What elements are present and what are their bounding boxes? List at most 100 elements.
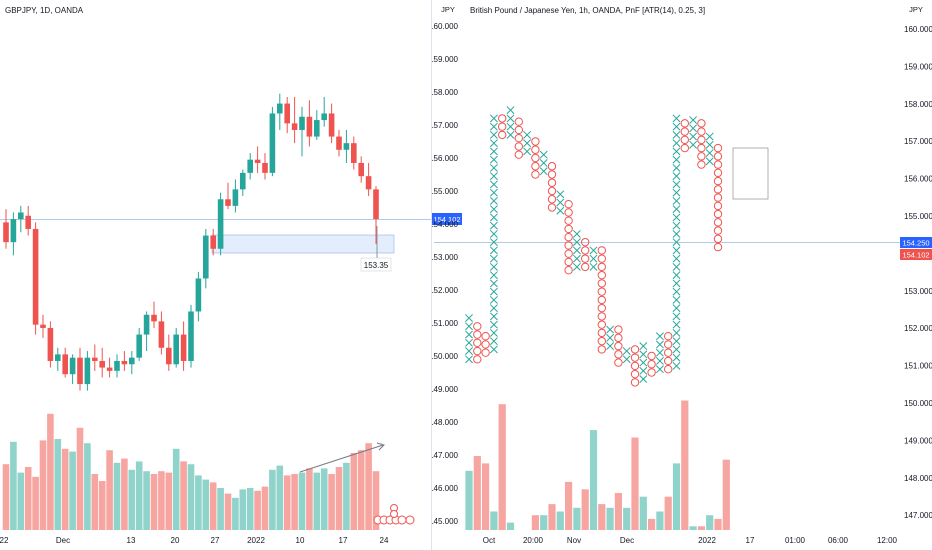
- candle-body: [314, 120, 320, 137]
- pnf-x-box: [589, 262, 598, 271]
- pnf-right-axis-label: 152.000: [904, 324, 932, 333]
- candle-body: [92, 357, 98, 361]
- volume-bar: [372, 471, 380, 530]
- candle-body: [69, 357, 76, 375]
- volume-bar: [269, 469, 276, 530]
- pnf-x-box: [489, 254, 498, 263]
- pnf-o-box: [697, 143, 706, 153]
- candle-body: [254, 159, 261, 163]
- pnf-x-box: [489, 271, 498, 280]
- pnf-x-box: [489, 188, 498, 197]
- pnf-o-box: [713, 152, 723, 161]
- pnf-price-tag-bottom-bg: [900, 249, 932, 260]
- pnf-x-box: [489, 279, 498, 288]
- pnf-selection-rect: [732, 147, 769, 200]
- pnf-volume-bar: [531, 515, 539, 530]
- pnf-x-box: [672, 254, 681, 263]
- candle-body: [306, 116, 313, 137]
- pnf-x-box: [489, 122, 498, 131]
- volume-bar: [195, 475, 202, 530]
- pnf-volume-bar: [581, 489, 589, 530]
- pnf-x-box: [672, 287, 681, 296]
- pnf-x-box: [489, 304, 498, 313]
- pnf-volume-bar: [623, 507, 631, 530]
- pnf-o-box: [473, 346, 482, 356]
- pnf-o-box: [581, 246, 590, 255]
- event-marker-icon: [397, 515, 407, 525]
- pnf-o-box: [647, 360, 656, 369]
- pnf-o-box: [564, 257, 573, 267]
- pnf-o-box: [680, 143, 690, 153]
- candle-body: [277, 103, 283, 114]
- pnf-x-box: [572, 238, 581, 247]
- pnf-left-axis-label: 145.000: [432, 517, 459, 526]
- pnf-x-box: [589, 254, 598, 263]
- candle-body: [291, 123, 298, 130]
- candle-body: [136, 334, 142, 358]
- pnf-right-axis-label: 159.000: [904, 62, 932, 71]
- candle-body: [262, 162, 268, 173]
- pnf-x-box: [639, 366, 648, 375]
- pnf-x-box: [639, 375, 648, 384]
- pnf-volume-bar: [548, 504, 556, 530]
- volume-bar: [202, 479, 210, 530]
- pnf-o-box: [514, 134, 524, 143]
- left-x-axis-label: Dec: [56, 536, 70, 545]
- pnf-o-box: [680, 119, 690, 128]
- pnf-left-axis-label: 146.000: [432, 484, 459, 493]
- pnf-x-box: [689, 140, 698, 149]
- pnf-o-box: [531, 162, 540, 171]
- pnf-x-box: [689, 124, 698, 133]
- pnf-x-box: [489, 328, 498, 337]
- pnf-o-box: [680, 127, 690, 136]
- pnf-o-box: [547, 170, 557, 179]
- pnf-o-box: [531, 153, 540, 163]
- candle-body: [47, 327, 54, 361]
- volume-bar: [54, 439, 62, 530]
- pnf-x-box: [672, 155, 681, 164]
- pnf-o-box: [697, 160, 706, 169]
- volume-bar: [135, 461, 143, 530]
- pnf-x-axis-label: 20:00: [523, 536, 544, 545]
- volume-bar: [17, 472, 25, 530]
- pnf-o-box: [597, 336, 607, 346]
- pnf-x-box: [655, 340, 664, 349]
- pnf-x-box: [489, 345, 498, 354]
- candle-body: [365, 176, 372, 190]
- pnf-o-box: [597, 320, 607, 329]
- pnf-x-box: [572, 246, 581, 255]
- pnf-volume-bar: [465, 470, 473, 530]
- volume-bar: [261, 486, 269, 530]
- volume-bar: [246, 488, 254, 530]
- pnf-x-box: [489, 205, 498, 214]
- right-pnf-chart[interactable]: JPY 160.000 159.000 158.000 157.000 156.000 15…: [432, 0, 932, 550]
- pnf-volume-bar: [473, 456, 481, 530]
- pnf-volume-bar: [490, 511, 498, 530]
- left-candlestick-chart[interactable]: 153.35 154.102 22 Dec 13 20 27 2022 10 17 24: [0, 0, 466, 550]
- pnf-x-box: [672, 262, 681, 271]
- pnf-o-box: [597, 295, 607, 305]
- pnf-o-box: [481, 332, 490, 341]
- volume-bar: [217, 488, 224, 530]
- pnf-x-box: [489, 262, 498, 271]
- pnf-left-axis-label: 159.000: [432, 55, 459, 64]
- volume-bar: [128, 469, 136, 530]
- pnf-x-box: [556, 190, 565, 199]
- pnf-volume-bar: [722, 459, 730, 530]
- pnf-o-box: [531, 145, 540, 154]
- pnf-x-box: [489, 221, 498, 230]
- pnf-x-box: [672, 122, 681, 131]
- candle-body: [210, 235, 216, 249]
- volume-bar: [328, 474, 335, 530]
- pnf-x-box: [672, 130, 681, 139]
- pnf-o-box: [581, 237, 590, 247]
- pnf-x-box: [489, 114, 498, 123]
- candle-body: [55, 354, 61, 361]
- pnf-o-box: [531, 170, 540, 179]
- pnf-o-box: [597, 279, 607, 288]
- pnf-x-axis-label: 2022: [698, 536, 716, 545]
- pnf-x-box: [465, 338, 473, 347]
- candle-body: [114, 360, 120, 371]
- pnf-x-box: [672, 114, 681, 123]
- pnf-volume-bar: [689, 526, 697, 530]
